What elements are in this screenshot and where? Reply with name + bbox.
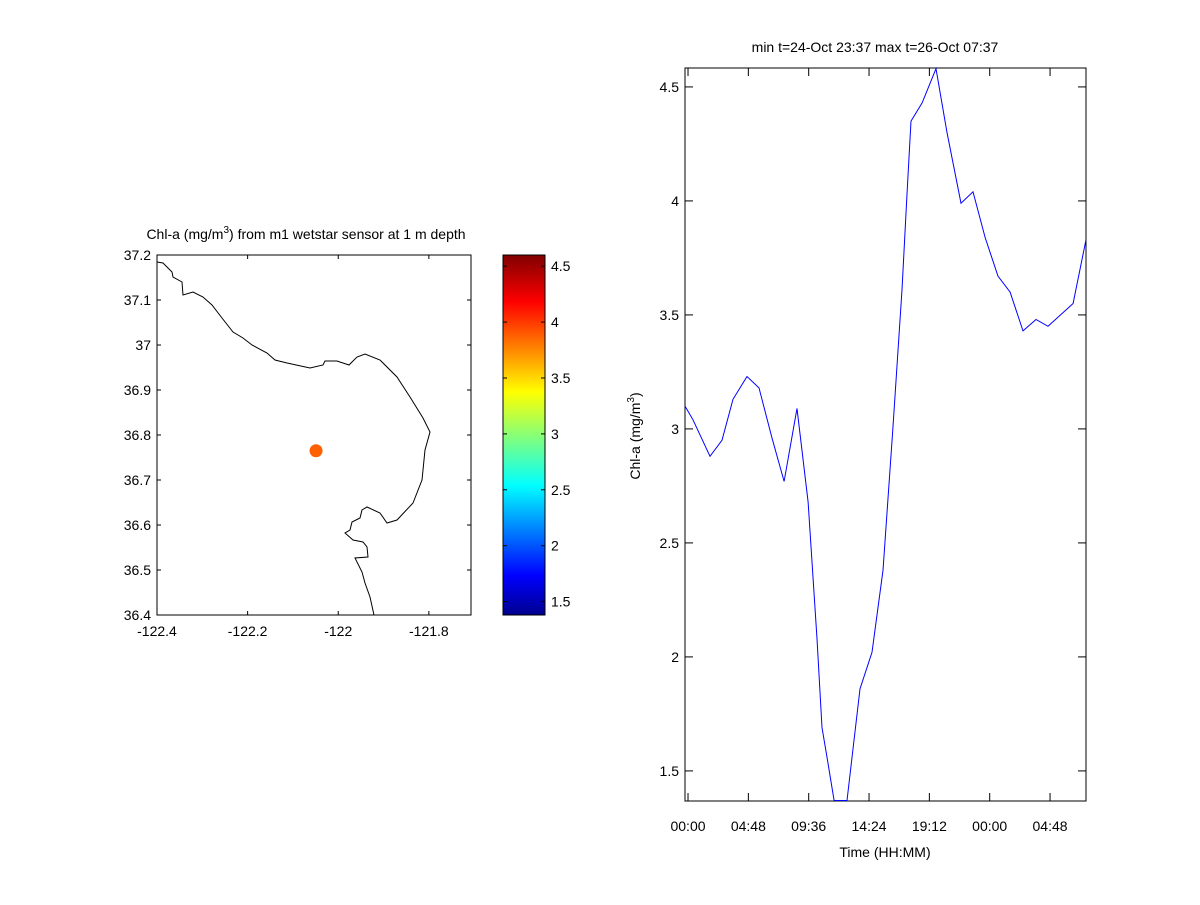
map-xtick-label: -122 — [324, 623, 352, 639]
map-title: Chl-a (mg/m3) from m1 wetstar sensor at … — [146, 225, 465, 242]
timeseries-xlabel: Time (HH:MM) — [839, 844, 930, 860]
m1-mooring-point — [310, 444, 323, 457]
map-ytick-label: 37.2 — [124, 247, 151, 263]
map-axes-box — [157, 255, 471, 615]
map-xtick-label: -122.4 — [137, 623, 177, 639]
colorbar-tick-label: 3 — [551, 426, 559, 442]
map-xtick-label: -121.8 — [409, 623, 449, 639]
colorbar-tick-label: 2.5 — [551, 482, 571, 498]
timeseries-ytick-label: 1.5 — [660, 763, 680, 779]
timeseries-ytick-label: 2 — [671, 649, 679, 665]
timeseries-panel: min t=24-Oct 23:37 max t=26-Oct 07:37 00… — [626, 39, 1086, 860]
map-ytick-label: 36.9 — [124, 382, 151, 398]
timeseries-xtick-label: 14:24 — [852, 818, 887, 834]
timeseries-xtick-label: 00:00 — [972, 818, 1007, 834]
colorbar-tick-label: 3.5 — [551, 370, 571, 386]
map-ytick-label: 36.5 — [124, 562, 151, 578]
colorbar-tick-label: 1.5 — [551, 594, 571, 610]
map-ytick-label: 36.6 — [124, 517, 151, 533]
map-ytick-label: 36.7 — [124, 472, 151, 488]
map-ytick-label: 37.1 — [124, 292, 151, 308]
timeseries-xtick-label: 04:48 — [731, 818, 766, 834]
timeseries-ytick-label: 2.5 — [660, 535, 680, 551]
timeseries-xtick-label: 00:00 — [670, 818, 705, 834]
timeseries-ytick-label: 4 — [671, 193, 679, 209]
timeseries-ytick-label: 3 — [671, 421, 679, 437]
map-panel: Chl-a (mg/m3) from m1 wetstar sensor at … — [124, 225, 471, 639]
timeseries-axes-box — [685, 68, 1086, 801]
map-ytick-label: 36.8 — [124, 427, 151, 443]
map-ytick-label: 37 — [135, 337, 151, 353]
timeseries-ytick-label: 4.5 — [660, 79, 680, 95]
timeseries-xtick-label: 09:36 — [791, 818, 826, 834]
map-ytick-label: 36.4 — [124, 607, 151, 623]
timeseries-xtick-label: 04:48 — [1033, 818, 1068, 834]
colorbar-tick-label: 4 — [551, 314, 559, 330]
map-xtick-label: -122.2 — [228, 623, 268, 639]
colorbar — [503, 255, 545, 615]
colorbar-tick-label: 2 — [551, 538, 559, 554]
timeseries-xtick-label: 19:12 — [912, 818, 947, 834]
timeseries-ylabel: Chl-a (mg/m3) — [626, 392, 643, 479]
timeseries-ytick-label: 3.5 — [660, 307, 680, 323]
timeseries-title: min t=24-Oct 23:37 max t=26-Oct 07:37 — [752, 39, 999, 55]
colorbar-tick-label: 4.5 — [551, 258, 571, 274]
